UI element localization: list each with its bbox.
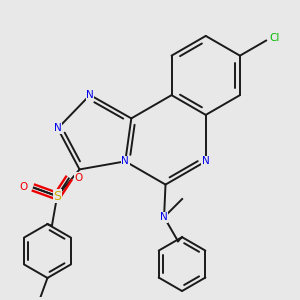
Text: Cl: Cl: [269, 33, 280, 43]
Text: O: O: [20, 182, 28, 192]
Text: N: N: [122, 156, 129, 167]
Text: O: O: [75, 172, 83, 182]
Text: N: N: [202, 156, 210, 167]
Text: N: N: [54, 123, 61, 134]
Text: N: N: [86, 90, 94, 100]
Text: N: N: [160, 212, 168, 222]
Text: S: S: [53, 190, 61, 202]
